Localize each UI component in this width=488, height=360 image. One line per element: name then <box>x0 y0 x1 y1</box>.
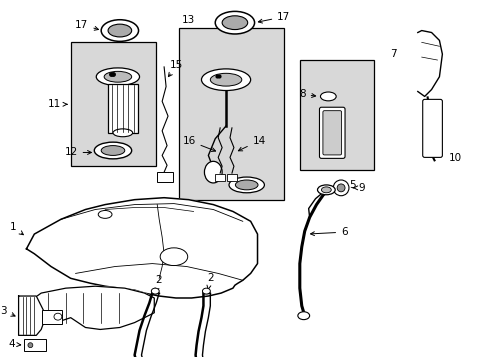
Ellipse shape <box>113 129 132 137</box>
Ellipse shape <box>317 185 334 195</box>
Bar <box>215 174 224 181</box>
Text: 7: 7 <box>389 49 396 59</box>
Bar <box>42 310 61 324</box>
Ellipse shape <box>204 161 222 183</box>
Bar <box>157 172 173 182</box>
Bar <box>179 28 284 200</box>
Ellipse shape <box>104 71 131 82</box>
Ellipse shape <box>28 343 33 348</box>
Text: 17: 17 <box>75 20 98 30</box>
Polygon shape <box>26 198 257 298</box>
Ellipse shape <box>98 211 112 219</box>
Text: 17: 17 <box>258 12 290 23</box>
Ellipse shape <box>101 20 138 41</box>
Ellipse shape <box>332 180 348 196</box>
Ellipse shape <box>108 24 131 37</box>
Polygon shape <box>19 296 46 336</box>
Text: 6: 6 <box>310 227 347 237</box>
Ellipse shape <box>297 312 309 320</box>
Polygon shape <box>34 286 154 329</box>
FancyBboxPatch shape <box>319 107 345 158</box>
Text: 16: 16 <box>182 136 215 152</box>
Ellipse shape <box>228 177 264 193</box>
Text: 11: 11 <box>47 99 67 109</box>
Text: 1: 1 <box>10 222 23 235</box>
Ellipse shape <box>94 142 131 159</box>
Text: 12: 12 <box>64 148 91 157</box>
Bar <box>299 60 373 170</box>
Bar <box>108 84 137 133</box>
Text: 2: 2 <box>155 275 161 292</box>
Ellipse shape <box>54 313 61 320</box>
FancyBboxPatch shape <box>322 111 341 155</box>
Bar <box>24 339 46 351</box>
Ellipse shape <box>101 145 124 156</box>
Bar <box>226 174 236 181</box>
Ellipse shape <box>222 16 247 30</box>
Ellipse shape <box>151 288 159 294</box>
Ellipse shape <box>96 68 139 86</box>
Bar <box>71 42 156 166</box>
Text: 9: 9 <box>352 183 365 193</box>
Text: 10: 10 <box>448 153 462 163</box>
Text: 2: 2 <box>206 273 213 289</box>
Text: 3: 3 <box>0 306 15 316</box>
Ellipse shape <box>160 248 187 266</box>
Text: 15: 15 <box>170 60 183 70</box>
Ellipse shape <box>215 12 254 34</box>
Text: 14: 14 <box>238 136 265 151</box>
Polygon shape <box>417 31 442 96</box>
Ellipse shape <box>321 187 330 193</box>
Ellipse shape <box>320 92 335 101</box>
Ellipse shape <box>337 184 345 192</box>
Text: 8: 8 <box>299 89 315 99</box>
Ellipse shape <box>201 69 250 90</box>
Ellipse shape <box>202 288 210 294</box>
Text: 5: 5 <box>338 180 355 190</box>
Text: 13: 13 <box>182 15 195 25</box>
Text: 4: 4 <box>8 339 20 349</box>
Ellipse shape <box>235 180 258 190</box>
Ellipse shape <box>210 73 241 86</box>
FancyBboxPatch shape <box>422 99 442 157</box>
